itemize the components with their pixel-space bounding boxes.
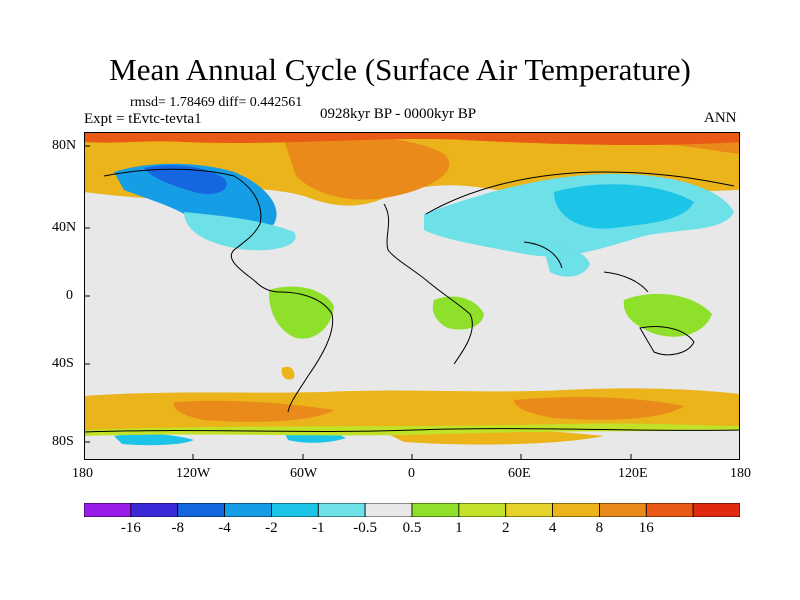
colorbar-swatch — [692, 503, 740, 517]
colorbar-swatch — [317, 503, 366, 517]
south-america-warm — [268, 286, 334, 339]
stats-text: rmsd= 1.78469 diff= 0.442561 — [130, 95, 303, 110]
colorbar-tick-label: -4 — [218, 520, 231, 536]
lon-label-0: 0 — [408, 466, 415, 481]
lon-label-60e: 60E — [508, 466, 531, 481]
colorbar-tick-label: -0.5 — [353, 520, 378, 536]
lon-label-180-west: 180 — [72, 466, 93, 481]
colorbar — [84, 503, 740, 517]
plot-title: Mean Annual Cycle (Surface Air Temperatu… — [109, 52, 691, 87]
coastlines — [84, 168, 740, 433]
colorbar-swatch — [364, 503, 413, 517]
colorbar-swatch — [645, 503, 694, 517]
north-america-cool-band — [184, 212, 296, 251]
india-cool — [544, 247, 590, 277]
season-label: ANN — [704, 110, 737, 126]
colorbar-tick-label: 2 — [501, 520, 510, 536]
colorbar-tick-label: 1 — [455, 520, 463, 536]
lat-label-40s: 40S — [52, 356, 74, 371]
colorbar-swatch — [224, 503, 272, 517]
north-america-cold-core — [144, 165, 227, 195]
maritime-continent-warm — [623, 293, 712, 337]
africa-warm — [432, 296, 484, 330]
colorbar-swatch — [599, 503, 647, 517]
colorbar-swatch — [177, 503, 225, 517]
map-border — [84, 132, 740, 460]
colorbar-swatch — [505, 503, 553, 517]
colorbar-swatch — [130, 503, 179, 517]
arctic-hot-core — [284, 136, 450, 200]
north-pole-hot-strip — [84, 132, 740, 146]
southern-ocean-hot-east — [514, 397, 684, 420]
southern-ocean-hot — [173, 400, 334, 422]
colorbar-swatch — [458, 503, 507, 517]
colorbar-tick-label: -16 — [120, 520, 141, 536]
lon-label-120e: 120E — [618, 466, 648, 481]
colorbar-tick-label: -2 — [265, 520, 278, 536]
colorbar-tick-label: -1 — [312, 520, 325, 536]
lon-label-60w: 60W — [290, 466, 318, 481]
lat-label-equator: 0 — [66, 288, 73, 303]
south-america-hot-spot — [281, 366, 295, 380]
colorbar-swatch — [271, 503, 319, 517]
eurasia-cold-core — [554, 184, 694, 229]
antarctica-cold — [114, 433, 194, 446]
colorbar-tick-label: 4 — [548, 520, 557, 536]
colorbar-tick-label: 16 — [638, 520, 654, 536]
colorbar-swatch — [552, 503, 600, 517]
colorbar-tick-label: 0.5 — [402, 520, 422, 536]
lon-label-180-east: 180 — [730, 466, 751, 481]
lat-label-40n: 40N — [52, 220, 77, 235]
colorbar-swatch — [84, 503, 132, 517]
lat-label-80n: 80N — [52, 138, 77, 153]
colorbar-swatch — [411, 503, 460, 517]
period-label: 0928kyr BP - 0000kyr BP — [320, 106, 477, 122]
map-panel — [84, 132, 740, 460]
lat-label-80s: 80S — [52, 434, 74, 449]
colorbar-tick-label: 8 — [595, 520, 604, 536]
north-america-cold — [114, 163, 277, 236]
experiment-label: Expt = tEvtc-tevta1 — [84, 111, 202, 127]
colorbar-tick-label: -8 — [171, 520, 184, 536]
lon-label-120w: 120W — [176, 466, 211, 481]
